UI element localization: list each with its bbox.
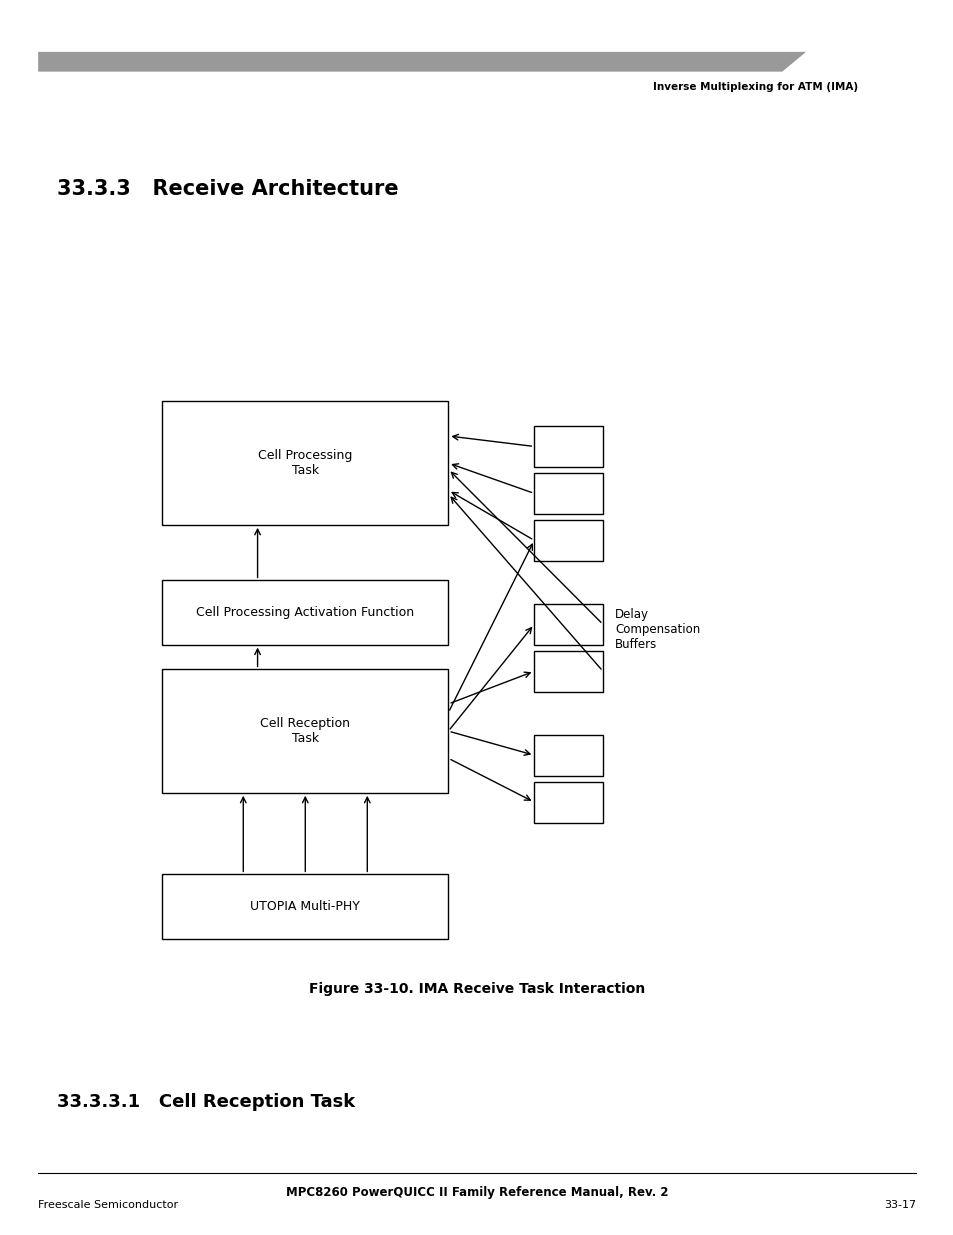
Text: 33-17: 33-17 [882,1200,915,1210]
FancyBboxPatch shape [162,580,448,645]
Text: 33.3.3.1   Cell Reception Task: 33.3.3.1 Cell Reception Task [57,1093,355,1112]
FancyBboxPatch shape [534,473,602,514]
Text: Delay
Compensation
Buffers: Delay Compensation Buffers [615,609,700,651]
FancyBboxPatch shape [534,426,602,467]
Text: 33.3.3   Receive Architecture: 33.3.3 Receive Architecture [57,179,398,199]
FancyBboxPatch shape [534,651,602,692]
FancyBboxPatch shape [534,735,602,776]
Text: Cell Processing
Task: Cell Processing Task [258,450,352,477]
FancyBboxPatch shape [534,782,602,823]
Text: Inverse Multiplexing for ATM (IMA): Inverse Multiplexing for ATM (IMA) [653,82,858,91]
Polygon shape [38,52,805,72]
Text: Freescale Semiconductor: Freescale Semiconductor [38,1200,178,1210]
Text: UTOPIA Multi-PHY: UTOPIA Multi-PHY [250,900,360,913]
FancyBboxPatch shape [162,874,448,939]
FancyBboxPatch shape [162,401,448,525]
Text: Cell Processing Activation Function: Cell Processing Activation Function [196,606,414,619]
Text: MPC8260 PowerQUICC II Family Reference Manual, Rev. 2: MPC8260 PowerQUICC II Family Reference M… [286,1186,667,1199]
FancyBboxPatch shape [162,669,448,793]
Text: Figure 33-10. IMA Receive Task Interaction: Figure 33-10. IMA Receive Task Interacti… [309,982,644,995]
Text: Cell Reception
Task: Cell Reception Task [260,718,350,745]
FancyBboxPatch shape [534,604,602,645]
FancyBboxPatch shape [534,520,602,561]
